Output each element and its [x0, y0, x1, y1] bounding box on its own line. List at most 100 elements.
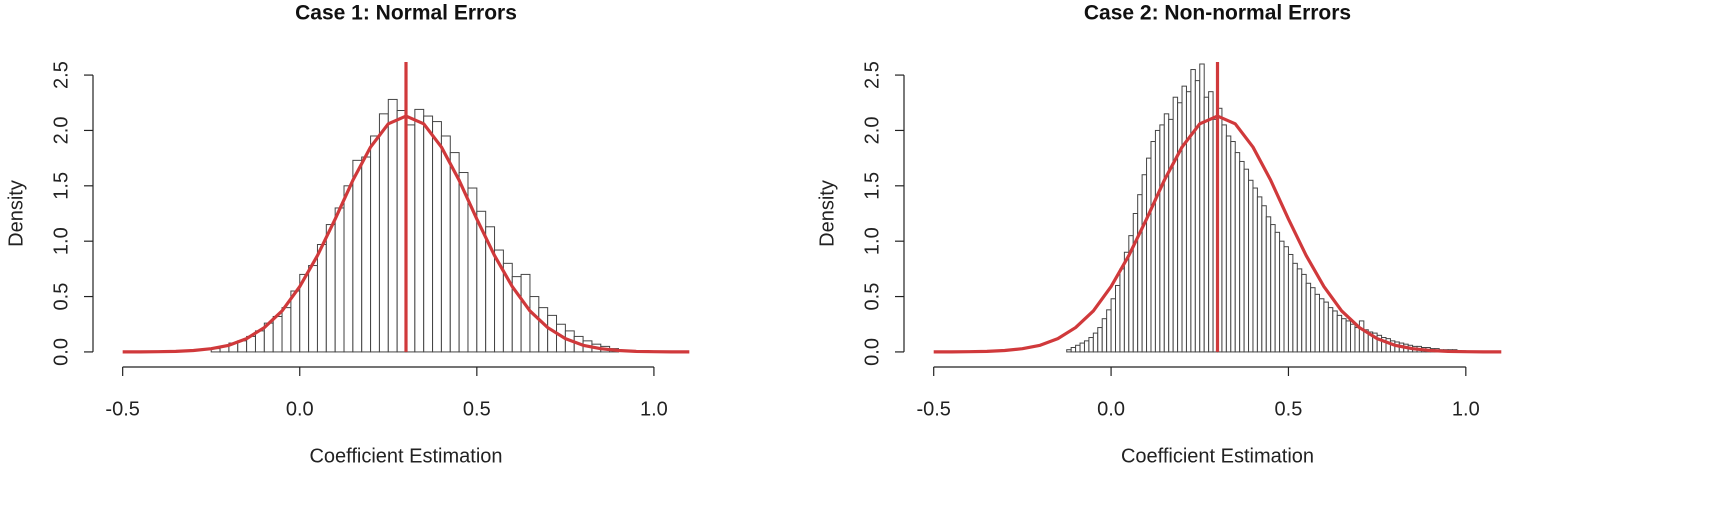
bar — [1172, 96, 1179, 353]
bar — [343, 185, 354, 353]
bar — [1358, 320, 1365, 353]
bar — [1318, 298, 1325, 353]
y-tick-label: 0.0 — [861, 338, 883, 366]
y-tick-label: 1.0 — [861, 227, 883, 255]
bar — [1066, 349, 1072, 353]
bar — [1283, 246, 1289, 353]
bar — [1163, 113, 1170, 353]
bar — [1123, 251, 1130, 353]
bar — [308, 265, 318, 353]
bar — [1168, 118, 1174, 353]
bar — [1239, 160, 1245, 353]
bar — [325, 224, 336, 353]
x-tick-label: 0.0 — [286, 398, 314, 420]
bar — [1185, 91, 1192, 353]
bar — [1230, 141, 1236, 353]
bar — [1225, 135, 1232, 353]
bar — [1265, 216, 1272, 353]
bar — [352, 159, 363, 353]
bar — [1106, 309, 1112, 353]
bar — [440, 135, 451, 353]
bar — [1261, 205, 1267, 353]
bar — [1097, 327, 1103, 353]
bar — [1194, 80, 1201, 353]
y-tick-label: 1.5 — [861, 172, 883, 200]
bar — [1256, 196, 1263, 353]
bar — [1279, 240, 1285, 353]
y-tick-label: 2.5 — [861, 61, 883, 89]
bar — [1248, 179, 1254, 353]
bar — [1132, 213, 1139, 353]
bar — [370, 135, 380, 353]
bar — [1154, 129, 1161, 353]
bar — [1141, 174, 1148, 353]
bar — [1150, 141, 1156, 353]
bar — [1119, 268, 1125, 353]
bar — [1314, 293, 1320, 353]
bar — [1203, 96, 1210, 353]
bar — [1101, 318, 1108, 353]
y-tick-label: 2.0 — [861, 117, 883, 145]
bar — [1208, 91, 1214, 353]
x-axis-label: Coefficient Estimation — [309, 445, 502, 467]
bar — [316, 244, 327, 353]
y-tick-label: 2.5 — [50, 61, 72, 89]
bar — [432, 121, 442, 353]
bar — [1270, 224, 1276, 353]
y-tick-label: 2.0 — [50, 117, 72, 145]
bar — [529, 296, 540, 353]
bar — [1350, 323, 1356, 353]
bar — [423, 115, 434, 353]
bar — [1243, 168, 1250, 353]
bar — [538, 307, 549, 353]
bar — [1146, 157, 1152, 353]
bar — [1310, 287, 1316, 353]
bar — [378, 113, 389, 353]
bar — [281, 307, 292, 353]
x-tick-label: -0.5 — [105, 398, 139, 420]
bar — [1292, 262, 1298, 353]
bar — [387, 98, 398, 353]
chart-title: Case 2: Non-normal Errors — [1084, 2, 1351, 25]
bar — [1332, 310, 1338, 353]
y-axis-label: Density — [5, 180, 27, 247]
bar — [1181, 85, 1187, 353]
bar — [1252, 187, 1258, 353]
bar — [1327, 307, 1334, 353]
bar — [1083, 340, 1090, 353]
bar — [1354, 327, 1360, 353]
bar — [1092, 332, 1099, 353]
bar — [1199, 63, 1205, 353]
bar — [1110, 298, 1117, 353]
bar — [1234, 152, 1241, 353]
y-tick-label: 0.0 — [50, 338, 72, 366]
y-tick-label: 1.0 — [50, 227, 72, 255]
bar — [290, 290, 301, 353]
x-tick-label: -0.5 — [916, 398, 950, 420]
bar — [1075, 344, 1081, 353]
bar — [1159, 124, 1165, 353]
bar — [1341, 318, 1347, 353]
bar — [1305, 282, 1312, 353]
bar — [1323, 301, 1329, 353]
bar — [1088, 337, 1094, 353]
bar — [414, 108, 425, 353]
bar — [1177, 102, 1183, 353]
bar — [520, 273, 531, 353]
bar — [1296, 268, 1303, 353]
bar — [334, 207, 345, 353]
bar — [1287, 253, 1294, 353]
bar — [1274, 231, 1281, 353]
x-tick-label: 1.0 — [640, 398, 668, 420]
x-tick-label: 1.0 — [1452, 398, 1480, 420]
chart-title: Case 1: Normal Errors — [295, 2, 517, 25]
bar — [1070, 346, 1077, 353]
x-axis-label: Coefficient Estimation — [1121, 445, 1314, 467]
bar — [1137, 194, 1143, 353]
y-tick-label: 0.5 — [861, 283, 883, 311]
bar — [272, 315, 283, 353]
bar — [361, 156, 372, 353]
bar — [1301, 273, 1307, 353]
x-tick-label: 0.0 — [1097, 398, 1125, 420]
